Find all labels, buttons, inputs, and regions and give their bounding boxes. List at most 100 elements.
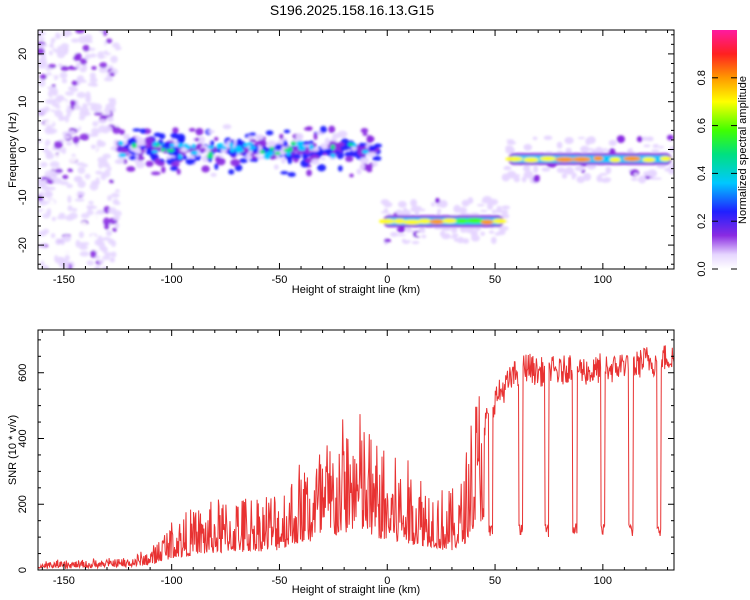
spectrogram-cell [280, 171, 289, 175]
spectrogram-cell [38, 79, 46, 87]
spectrogram-cell [441, 233, 451, 240]
spectrogram-cell [305, 150, 310, 155]
snr-x-axis: -150 -100 -50 0 50 100 [41, 330, 669, 587]
spectrogram-cell [112, 198, 119, 205]
spectrogram-cell [86, 168, 92, 174]
spectrogram-cell [320, 143, 326, 148]
spectrogram-cell [54, 104, 61, 109]
spectrogram-cell [107, 65, 114, 69]
spectrogram-cell [45, 74, 55, 82]
spectrogram-cell [79, 133, 90, 141]
spectrogram-cell [87, 152, 94, 159]
spectrogram-cell [89, 53, 97, 58]
spectrogram-cell [488, 230, 495, 234]
spectrogram-cell [71, 80, 78, 86]
spectrogram-cell [328, 125, 336, 134]
spectrogram-cell [449, 236, 458, 239]
spectrogram-cell [161, 166, 166, 174]
spectrogram-peak [623, 156, 641, 162]
spectrogram-cell [292, 154, 302, 159]
spectrogram-cell [90, 234, 96, 242]
spectrogram-cell [122, 158, 128, 165]
spectrogram-x-tick-label: 0 [384, 274, 390, 286]
spectrogram-y-tick-label: 0 [17, 146, 29, 152]
spectrogram-cell [77, 166, 86, 174]
spectrogram-cell [45, 152, 55, 160]
spectrogram-cell [302, 141, 311, 145]
spectrogram-cell [48, 199, 55, 207]
spectrogram-cell [48, 50, 53, 56]
spectrogram-cell [102, 157, 108, 165]
spectrogram-peak [572, 156, 591, 162]
spectrogram-cell [42, 178, 48, 185]
spectrogram-cell [564, 136, 574, 145]
spectrogram-cell [60, 65, 70, 72]
spectrogram-cell [134, 149, 142, 154]
spectrogram-cell [110, 55, 118, 64]
spectrogram-cell [506, 148, 516, 153]
spectrogram-cell [88, 200, 94, 205]
spectrogram-cell [46, 124, 51, 132]
snr-y-tick-label: 600 [17, 364, 29, 382]
spectrogram-cell [506, 170, 517, 179]
spectrogram-cell [86, 260, 95, 266]
spectrogram-cell [97, 132, 104, 138]
spectrogram-cell [287, 156, 293, 165]
snr-y-tick-label: 0 [17, 567, 29, 573]
spectrogram-cell [345, 156, 354, 162]
spectrogram-cell [73, 104, 81, 110]
spectrogram-cell [201, 165, 210, 173]
spectrogram-peak [609, 157, 621, 163]
spectrogram-cell [73, 121, 81, 129]
spectrogram-cell [410, 206, 418, 212]
colorbar-tick-label: 0.6 [696, 118, 708, 133]
spectrogram-cell [59, 71, 68, 79]
spectrogram-cell [160, 147, 166, 152]
spectrogram-cell [38, 36, 45, 41]
spectrogram-cell [658, 146, 664, 149]
spectrogram-cell [214, 163, 219, 170]
spectrogram-cell [487, 202, 494, 210]
spectrogram-cell [55, 238, 62, 246]
spectrogram-cell [438, 199, 448, 208]
spectrogram-cell [206, 154, 214, 159]
spectrogram-cell [259, 149, 266, 154]
spectrogram-cell [108, 179, 115, 184]
spectrogram-cell [111, 107, 116, 113]
spectrogram-cell [306, 169, 312, 177]
spectrogram-cell [396, 233, 407, 237]
spectrogram-cell [320, 157, 326, 161]
spectrogram-cell [200, 147, 206, 153]
spectrogram-cell [410, 199, 418, 207]
spectrogram-cell [94, 266, 99, 269]
spectrogram-cell [234, 164, 243, 172]
spectrogram-cell [90, 216, 97, 223]
spectrogram-cell [65, 214, 75, 221]
colorbar-tick-label: 0.4 [696, 166, 708, 181]
spectrogram-cell [616, 135, 626, 144]
spectrogram-cell [668, 169, 674, 175]
spectrogram-cell [91, 127, 100, 135]
spectrogram-cell [337, 130, 348, 138]
spectrogram-cell [58, 212, 66, 218]
spectrogram-cell [89, 77, 98, 84]
spectrogram-cell [41, 209, 47, 215]
spectrogram-cell [319, 125, 327, 134]
spectrogram-cell [57, 63, 63, 68]
spectrogram-cell [42, 147, 49, 153]
spectrogram-cell [101, 247, 107, 252]
spectrogram-cell [78, 264, 88, 268]
spectrogram-cell [340, 145, 351, 151]
spectrogram-cell [137, 155, 145, 161]
spectrogram-cell [459, 225, 468, 233]
spectrogram-cell [501, 205, 511, 210]
spectrogram-cell [523, 143, 533, 151]
spectrogram-cell [266, 151, 274, 157]
spectrogram-cell [283, 129, 291, 134]
spectrogram-cell [78, 245, 88, 251]
spectrogram-cell [356, 168, 362, 175]
spectrogram-cell [222, 124, 232, 130]
spectrogram-cell [110, 192, 120, 198]
spectrogram-cell [123, 133, 130, 140]
spectrogram-cell [334, 150, 341, 155]
